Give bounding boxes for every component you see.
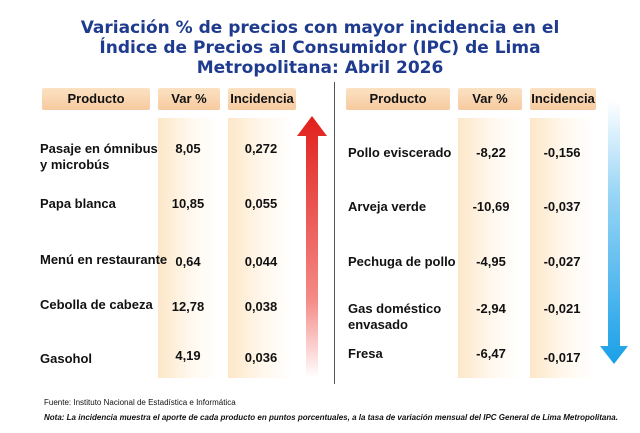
left-row-3-producto: Menú en restaurante	[40, 252, 168, 267]
left-incidencia-column	[228, 118, 294, 378]
title-line-1: Variación % de precios con mayor inciden…	[80, 18, 560, 38]
right-header-producto: Producto	[346, 88, 450, 110]
right-row-3-var: -4,95	[476, 254, 506, 269]
title-line-3: Metropolitana: Abril 2026	[196, 58, 444, 78]
right-row-4-incidencia: -0,021	[543, 301, 581, 316]
left-row-5-incidencia: 0,036	[244, 350, 278, 365]
right-row-3-incidencia: -0,027	[543, 254, 581, 269]
right-row-1-producto: Pollo eviscerado	[348, 145, 452, 160]
left-row-1-producto-line-2: y microbús	[40, 157, 110, 172]
table-divider	[334, 82, 335, 384]
right-row-2-producto: Arveja verde	[348, 199, 427, 214]
left-row-2-producto: Papa blanca	[40, 196, 116, 211]
left-row-4-var: 12,78	[171, 299, 205, 314]
left-row-5-var: 4,19	[175, 348, 201, 363]
right-row-4-var: -2,94	[476, 301, 506, 316]
right-header-var: Var %	[458, 88, 522, 110]
left-row-1-producto: Pasaje en ómnibus y microbús	[40, 141, 158, 173]
left-header-producto: Producto	[42, 88, 150, 110]
left-row-4-incidencia: 0,038	[244, 299, 278, 314]
footer-source: Fuente: Instituto Nacional de Estadístic…	[44, 398, 236, 407]
right-row-5-var: -6,47	[476, 346, 506, 361]
right-row-5-producto: Fresa	[348, 346, 383, 361]
left-header-var: Var %	[158, 88, 220, 110]
left-row-1-producto-line-1: Pasaje en ómnibus	[40, 141, 158, 156]
right-row-4-producto-line-1: Gas doméstico	[348, 301, 442, 316]
left-var-column	[158, 118, 218, 378]
right-row-1-incidencia: -0,156	[543, 145, 581, 160]
up-arrow-icon	[297, 116, 327, 378]
left-row-2-incidencia: 0,055	[244, 196, 278, 211]
right-row-2-incidencia: -0,037	[543, 199, 581, 214]
left-row-2-var: 10,85	[171, 196, 205, 211]
left-row-5-producto: Gasohol	[40, 351, 93, 366]
left-row-1-var: 8,05	[175, 141, 201, 156]
page-title: Variación % de precios con mayor inciden…	[0, 18, 640, 78]
right-row-4-producto: Gas doméstico envasado	[348, 301, 441, 333]
right-row-3-producto: Pechuga de pollo	[348, 254, 456, 269]
right-row-4-producto-line-2: envasado	[348, 317, 408, 332]
right-row-2-var: -10,69	[472, 199, 510, 214]
left-row-4-producto: Cebolla de cabeza	[40, 297, 153, 312]
left-row-3-incidencia: 0,044	[244, 254, 278, 269]
footer-note: Nota: La incidencia muestra el aporte de…	[44, 413, 618, 422]
left-header-incidencia: Incidencia	[228, 88, 296, 110]
right-row-1-var: -8,22	[476, 145, 506, 160]
right-row-5-incidencia: -0,017	[543, 350, 581, 365]
left-row-3-var: 0,64	[175, 254, 201, 269]
down-arrow-icon	[600, 100, 628, 364]
left-row-1-incidencia: 0,272	[244, 141, 278, 156]
right-var-column	[458, 118, 520, 378]
right-header-incidencia: Incidencia	[530, 88, 596, 110]
title-line-2: Índice de Precios al Consumidor (IPC) de…	[99, 38, 541, 58]
right-incidencia-column	[530, 118, 594, 378]
